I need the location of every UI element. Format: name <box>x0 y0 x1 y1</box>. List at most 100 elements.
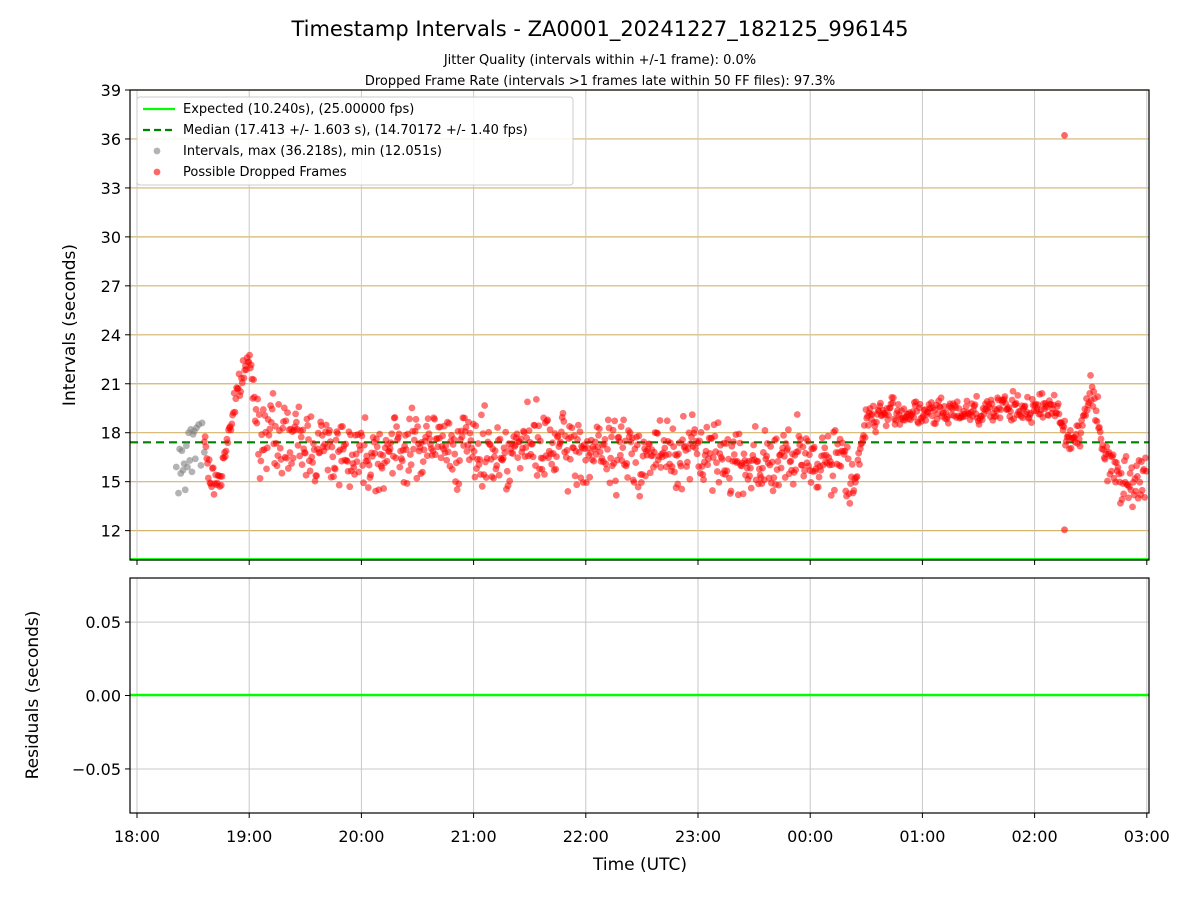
dropped-frame-point <box>524 398 531 406</box>
dropped-frame-point <box>1125 494 1132 502</box>
dropped-frame-point <box>423 422 430 430</box>
dropped-frame-point <box>810 443 818 451</box>
dropped-frame-point <box>675 450 682 458</box>
dropped-frame-point <box>596 448 604 456</box>
dropped-frame-point <box>560 418 568 425</box>
dropped-frame-point <box>209 464 217 472</box>
dropped-frame-point <box>861 434 869 441</box>
dropped-frame-point <box>869 402 877 410</box>
dropped-frame-point <box>988 400 996 408</box>
interval-point <box>197 461 205 469</box>
dropped-frame-point <box>612 477 619 485</box>
dropped-frame-point <box>882 422 890 430</box>
dropped-frame-point <box>499 454 507 462</box>
dropped-frame-point <box>853 473 861 480</box>
dropped-frame-point <box>1050 391 1058 399</box>
dropped-frame-point <box>635 432 643 440</box>
bottom-xtick-label: 21:00 <box>451 827 497 846</box>
top-ytick-label: 18 <box>101 424 121 443</box>
dropped-frame-point <box>347 431 354 439</box>
dropped-frame-point <box>355 468 363 476</box>
dropped-frame-point <box>406 451 414 458</box>
dropped-frame-point <box>996 414 1004 422</box>
dropped-frame-point <box>275 400 283 408</box>
dropped-frame-point <box>272 422 279 430</box>
dropped-frame-point <box>1129 503 1136 511</box>
dropped-frame-point <box>693 450 701 458</box>
dropped-frame-point <box>256 474 264 482</box>
interval-point <box>181 486 189 494</box>
dropped-frame-point <box>611 417 619 425</box>
dropped-frame-point <box>444 448 452 456</box>
dropped-frame-point <box>257 457 265 465</box>
dropped-frame-point <box>548 460 556 468</box>
dropped-frame-point <box>626 429 634 437</box>
dropped-frame-point <box>343 457 351 465</box>
dropped-frame-point <box>553 453 560 460</box>
dropped-frame-point <box>735 430 743 438</box>
dropped-frame-point <box>471 473 479 481</box>
dropped-frame-point <box>378 464 386 472</box>
dropped-frame-point <box>360 479 367 487</box>
dropped-frame-point <box>679 412 687 420</box>
dropped-frame-point <box>398 457 406 465</box>
dropped-frame-point <box>804 437 812 445</box>
dropped-frame-point <box>656 417 664 424</box>
bottom-xtick-label: 02:00 <box>1012 827 1058 846</box>
dropped-frame-point <box>387 439 395 447</box>
dropped-frame-point <box>576 428 584 436</box>
dropped-frame-point <box>616 451 624 459</box>
dropped-frame-point <box>304 422 312 429</box>
dropped-frame-point <box>770 474 778 482</box>
dropped-frame-point <box>475 461 483 468</box>
dropped-frame-point <box>263 465 270 473</box>
dropped-frame-point <box>922 416 930 424</box>
dropped-frame-point <box>793 411 801 418</box>
dropped-frame-point <box>412 415 420 423</box>
dropped-frame-point <box>604 445 611 453</box>
dropped-frame-point <box>301 449 309 457</box>
interval-point <box>178 447 186 455</box>
dropped-frame-point <box>456 457 463 464</box>
dropped-frame-point <box>202 443 210 451</box>
dropped-frame-point <box>1118 496 1126 503</box>
dropped-frame-point <box>307 413 315 421</box>
dropped-frame-point <box>889 399 896 407</box>
dropped-frame-point <box>586 473 594 481</box>
dropped-frame-point <box>692 444 699 452</box>
dropped-frame-point <box>784 445 791 452</box>
dropped-frame-point <box>1090 388 1098 396</box>
dropped-frame-point <box>322 421 330 429</box>
legend-median-label: Median (17.413 +/- 1.603 s), (14.70172 +… <box>183 123 528 138</box>
dropped-frame-point <box>654 429 661 437</box>
dropped-frame-point <box>775 481 783 489</box>
dropped-frame-point <box>210 490 218 498</box>
dropped-frame-point <box>821 444 829 452</box>
interval-point <box>184 463 191 471</box>
dropped-frame-point <box>730 451 738 458</box>
interval-point <box>198 419 206 427</box>
dropped-frame-point <box>607 454 615 462</box>
dropped-frame-point <box>410 445 417 453</box>
dropped-frame-point <box>800 472 808 480</box>
dropped-frame-point <box>221 453 229 460</box>
dropped-frame-point <box>761 427 769 434</box>
dropped-frame-point <box>714 419 722 427</box>
dropped-frame-point <box>1108 467 1115 475</box>
dropped-frame-point <box>873 418 880 426</box>
dropped-frame-point <box>595 431 602 439</box>
dropped-frame-point <box>228 420 236 428</box>
dropped-frame-point <box>697 428 705 436</box>
top-ytick-label: 33 <box>101 179 121 198</box>
bottom-ytick-label: 0.00 <box>85 687 121 706</box>
dropped-frame-point <box>425 430 433 438</box>
legend: Expected (10.240s), (25.00000 fps) Media… <box>136 96 574 186</box>
dropped-frame-point <box>407 461 415 469</box>
dropped-frame-point <box>308 453 316 461</box>
dropped-frame-point <box>872 428 880 436</box>
dropped-frame-point <box>395 430 403 438</box>
dropped-frame-point <box>478 411 485 419</box>
dropped-frame-point <box>973 392 981 400</box>
legend-box <box>136 96 574 186</box>
dropped-frame-point <box>818 434 826 442</box>
